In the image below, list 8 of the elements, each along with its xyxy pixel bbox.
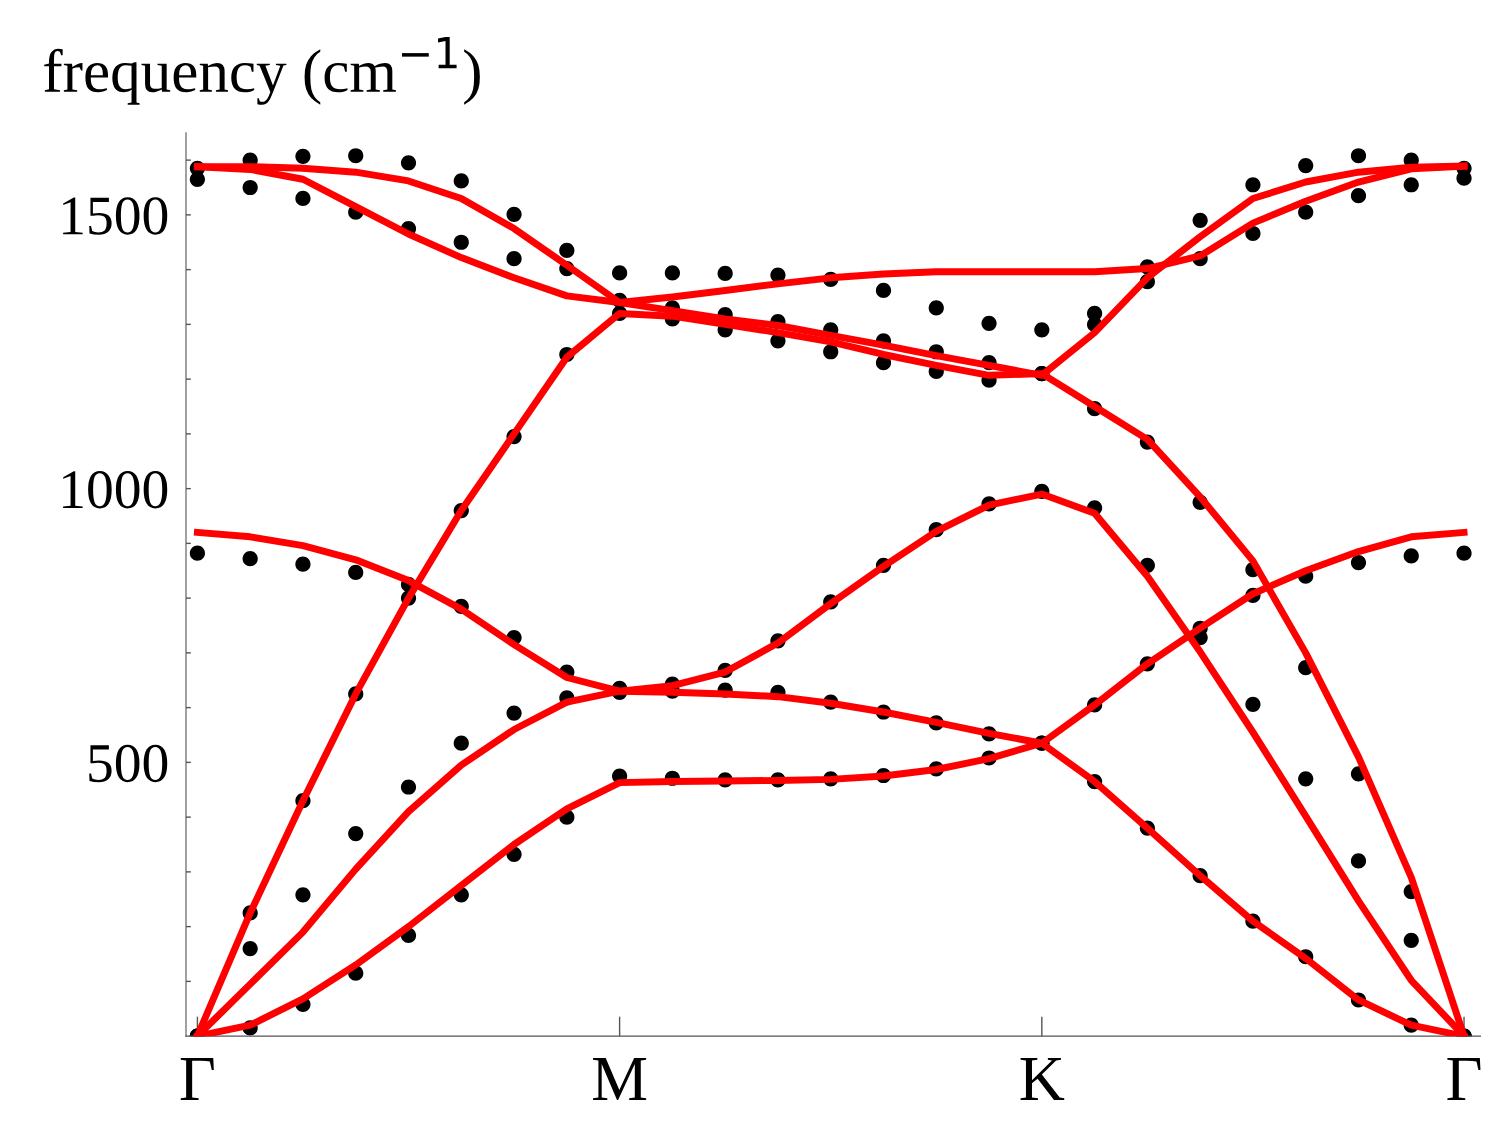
y-tick-label: 1000 (63, 470, 168, 509)
x-tick-label: Γ (1447, 1058, 1481, 1100)
y-tick-label: 500 (89, 744, 168, 783)
y-axis-title: frequency (cm$^{−1}$) (44, 37, 480, 105)
x-tick-label: K (1020, 1058, 1065, 1100)
y-tick-label: 1500 (63, 197, 168, 235)
x-tick-label: Γ (180, 1058, 214, 1100)
x-tick-label: M (593, 1058, 647, 1100)
